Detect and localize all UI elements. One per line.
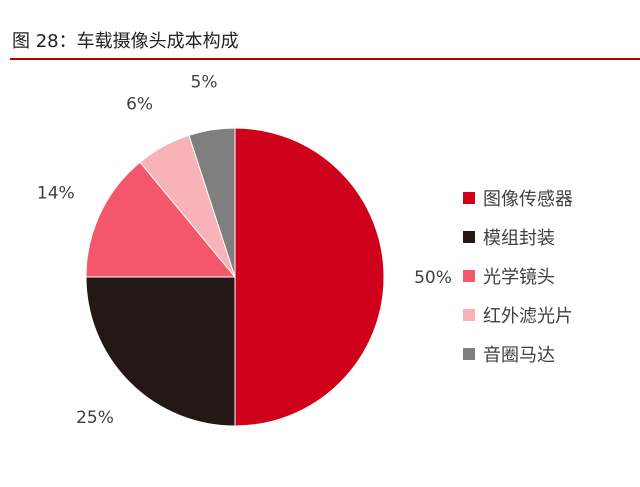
pie-value-label-1: 50% <box>414 268 452 288</box>
legend-swatch-4 <box>463 309 475 321</box>
figure-title: 图 28：车载摄像头成本构成 <box>12 31 239 52</box>
pie-value-label-5: 5% <box>191 72 218 92</box>
legend-label-2: 模组封装 <box>483 228 555 249</box>
legend-label-3: 光学镜头 <box>483 267 555 288</box>
legend-label-5: 音圈马达 <box>483 345 555 366</box>
title-divider <box>10 58 640 60</box>
legend-label-4: 红外滤光片 <box>483 306 573 327</box>
pie-slice-5 <box>188 127 236 278</box>
legend-label-1: 图像传感器 <box>483 189 573 210</box>
pie-slice-1 <box>234 127 385 427</box>
pie-slice-2 <box>85 276 236 427</box>
pie-value-label-3: 14% <box>37 184 75 204</box>
pie-slices <box>85 127 385 427</box>
legend-swatch-5 <box>463 348 475 360</box>
pie-value-labels: 50% 25% 14% 6% 5% <box>37 72 452 428</box>
legend-swatch-2 <box>463 231 475 243</box>
pie-value-label-2: 25% <box>76 408 114 428</box>
legend-swatch-3 <box>463 270 475 282</box>
legend-swatch-1 <box>463 192 475 204</box>
pie-value-label-4: 6% <box>126 95 153 115</box>
pie-slice-3 <box>85 161 237 278</box>
